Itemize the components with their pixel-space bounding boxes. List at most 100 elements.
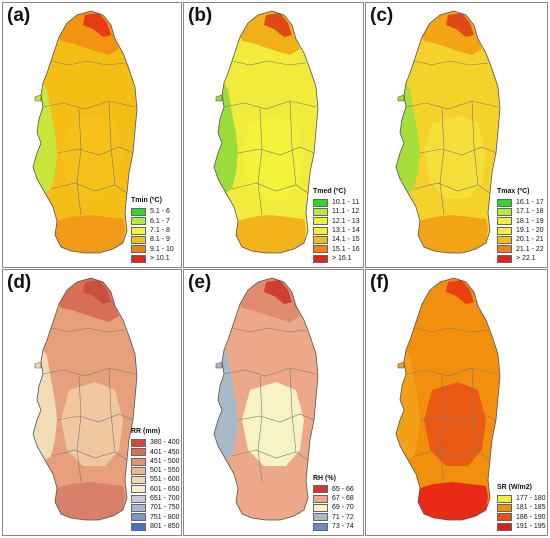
district-border xyxy=(231,60,307,66)
district-border xyxy=(237,146,315,156)
legend-label: 551 - 600 xyxy=(150,476,180,484)
legend-title: SR (W/m2) xyxy=(497,483,532,491)
legend-title: RH (%) xyxy=(313,474,336,482)
legend-label: 73 - 74 xyxy=(332,522,354,530)
legend-swatch xyxy=(131,457,146,466)
district-border xyxy=(231,327,307,333)
district-border xyxy=(42,367,136,377)
legend-label: 13.1 - 14 xyxy=(332,227,360,235)
legend-entry: 401 - 450 xyxy=(131,448,180,457)
legend-swatch xyxy=(313,198,328,207)
district-border xyxy=(439,108,445,216)
district-border xyxy=(50,182,128,194)
district-border xyxy=(289,367,297,453)
legend-entry: 69 - 70 xyxy=(313,503,354,513)
island xyxy=(215,361,223,369)
legend-entry: 67 - 68 xyxy=(313,494,354,503)
region-map xyxy=(395,10,501,254)
legend-label: 15.1 - 16 xyxy=(332,245,360,253)
map-peak-zone xyxy=(264,13,292,37)
legend-label: 501 - 550 xyxy=(150,467,180,475)
district-border xyxy=(223,100,317,110)
map-south-zone xyxy=(55,482,125,520)
legend-entry: 751 - 800 xyxy=(131,513,180,522)
region-outline xyxy=(213,10,319,254)
region-outline xyxy=(395,10,501,254)
legend-swatch xyxy=(131,448,146,457)
legend-label: 380 - 400 xyxy=(150,439,180,447)
panel-label: (a) xyxy=(7,5,31,26)
map-peak-zone xyxy=(446,13,474,37)
legend-title: Tmax (ºC) xyxy=(497,187,530,195)
legend-swatch xyxy=(131,522,146,531)
legend-label: 71 - 72 xyxy=(332,513,354,521)
legend-swatch xyxy=(497,522,512,531)
island xyxy=(34,361,42,369)
legend-swatch xyxy=(313,485,328,494)
legend-swatch xyxy=(131,513,146,522)
district-border xyxy=(405,367,499,377)
legend-swatch xyxy=(131,217,146,226)
panel-a-tmin: (a) Tmin (ºC) 5.1 - 6 6.1 - 7 7.1 - 8 8.1 - 9… xyxy=(2,2,182,268)
panel-label: (e) xyxy=(188,272,212,293)
legend-label: > 16.1 xyxy=(332,254,352,262)
legend-entry: 191 - 195 xyxy=(497,522,546,531)
legend-swatch xyxy=(131,466,146,475)
legend-title: Tmed (ºC) xyxy=(313,187,346,195)
legend-swatch xyxy=(313,522,328,531)
region-map xyxy=(213,277,319,521)
district-border xyxy=(405,100,499,110)
legend-entry: 451 - 500 xyxy=(131,457,180,466)
district-border xyxy=(419,146,497,156)
district-border xyxy=(439,375,445,483)
legend-swatch xyxy=(497,226,512,235)
map-interior-zone xyxy=(242,115,304,199)
legend-label: 18.1 - 19 xyxy=(516,217,544,225)
legend-label: 801 - 850 xyxy=(150,522,180,530)
map-coast-zone xyxy=(214,350,238,460)
legend-title: RR (mm) xyxy=(131,428,161,435)
island xyxy=(34,94,42,102)
panel-label: (d) xyxy=(7,272,32,293)
legend-entry: 20.1 - 21 xyxy=(497,235,544,245)
map-interior-zone xyxy=(61,382,123,466)
legend-label: 11.1 - 12 xyxy=(332,208,360,216)
district-border xyxy=(419,413,497,423)
legend-label: > 10.1 xyxy=(150,254,170,262)
district-border xyxy=(76,108,82,216)
legend-label: 451 - 500 xyxy=(150,457,180,465)
map-interior-zone xyxy=(424,382,486,466)
district-border xyxy=(50,60,126,66)
legend: RR (mm) 380 - 400 401 - 450 451 - 500 501 - … xyxy=(131,427,180,531)
legend: Tmin (ºC) 5.1 - 6 6.1 - 7 7.1 - 8 8.1 - 9 9.1… xyxy=(131,196,174,263)
legend-label: 701 - 750 xyxy=(150,504,180,512)
legend-swatch xyxy=(313,217,328,226)
region-map xyxy=(32,10,138,254)
district-border xyxy=(108,100,116,186)
legend-swatch xyxy=(497,208,512,217)
legend-entry: 7.1 - 8 xyxy=(131,226,174,235)
legend-swatch xyxy=(497,494,512,503)
district-border xyxy=(56,413,134,423)
panel-d-rr: (d) RR (mm) 380 - 400 401 - 450 451 - 500 501… xyxy=(2,269,182,536)
legend-swatch xyxy=(497,245,512,254)
legend-swatch xyxy=(131,494,146,503)
legend-entry: 15.1 - 16 xyxy=(313,245,360,254)
legend-entry: 5.1 - 6 xyxy=(131,207,174,217)
legend-entry: 181 - 185 xyxy=(497,503,546,513)
legend-entry: 8.1 - 9 xyxy=(131,235,174,245)
map-peak-zone xyxy=(446,280,474,304)
legend-swatch xyxy=(131,208,146,217)
legend-swatch xyxy=(313,245,328,254)
map-coast-zone xyxy=(33,83,57,193)
legend-swatch xyxy=(313,504,328,513)
island xyxy=(215,94,223,102)
region-outline xyxy=(32,10,138,254)
legend-label: 5.1 - 6 xyxy=(150,208,170,216)
island xyxy=(397,361,405,369)
map-peak-zone xyxy=(264,280,292,304)
legend-label: 65 - 66 xyxy=(332,485,354,493)
district-border xyxy=(50,327,126,333)
legend-swatch xyxy=(497,504,512,513)
legend-entry: > 10.1 xyxy=(131,254,174,263)
